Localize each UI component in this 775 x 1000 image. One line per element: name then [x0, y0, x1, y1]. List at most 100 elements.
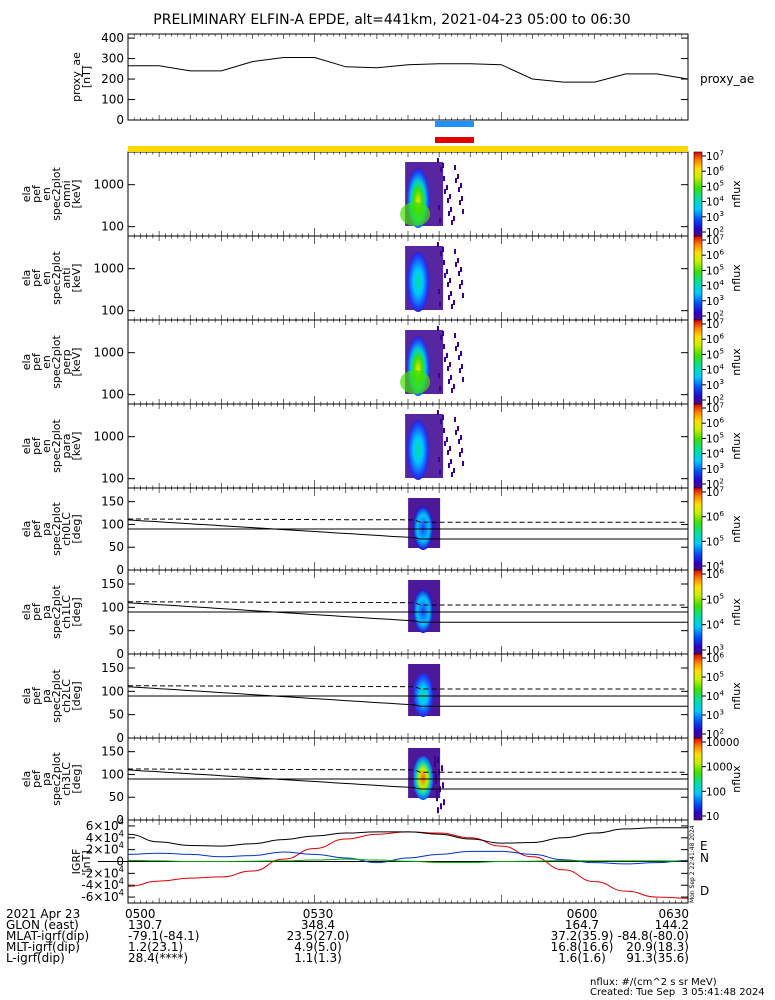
noise-speckle — [450, 207, 452, 212]
colorbar-tick-label: 106 — [706, 566, 724, 581]
colorbar-tick-label: 107 — [706, 400, 724, 415]
noise-speckle — [458, 355, 460, 360]
noise-speckle — [453, 384, 455, 389]
y-tick-label: 100 — [101, 304, 124, 318]
y-axis-label: [keV] — [70, 348, 83, 377]
y-axis-label: pef — [30, 686, 43, 705]
y-axis-label: [keV] — [70, 264, 83, 293]
y-axis-label: spec2plot — [50, 752, 63, 806]
panel-ch2: 102 103 104 105 106 nflux 0 50 100 150 elapefpaspe… — [20, 650, 743, 745]
noise-speckle — [453, 300, 455, 305]
y-tick-label: 100 — [101, 767, 124, 781]
colorbar-tick-label: 105 — [706, 592, 724, 607]
y-axis-label: en — [40, 355, 53, 369]
noise-speckle — [454, 249, 456, 254]
pa-core — [413, 506, 434, 551]
panel-ch0: 104 105 106 107 nflux 0 50 100 150 elapefpaspec2p… — [20, 484, 743, 577]
y-axis-label: en — [40, 187, 53, 201]
y-axis-label: ela — [20, 521, 33, 538]
noise-speckle — [447, 198, 449, 203]
noise-speckle — [461, 448, 463, 453]
panel-igrf: EN D Mon Sep 2 22:41:48 2024 -6×104-4×104-2… — [70, 817, 709, 905]
noise-speckle — [449, 278, 451, 283]
footer-value: 1.1(1.3) — [294, 951, 342, 965]
noise-speckle — [434, 756, 436, 763]
y-tick-label: 1000 — [93, 430, 124, 444]
footer-value: 20.9(18.3) — [626, 940, 689, 954]
legend-N: N — [700, 851, 709, 865]
colorbar-tick-label: 105 — [706, 431, 724, 446]
legend-D: D — [700, 884, 709, 898]
footer-value: 28.4(****) — [128, 951, 189, 965]
y-tick-label: 4×104 — [86, 828, 124, 844]
colorbar-ramp — [693, 151, 703, 237]
noise-speckle — [448, 379, 450, 384]
colorbar-ramp — [693, 653, 703, 739]
noise-speckle — [444, 273, 446, 278]
footer-row-label: L-igrf(dip) — [6, 951, 65, 965]
panel-frame — [127, 33, 689, 121]
noise-speckle — [449, 194, 451, 199]
footer-value: 37.2(35.9) — [550, 929, 614, 943]
colorbar-tick-label: 104 — [706, 446, 724, 461]
noise-speckle — [454, 165, 456, 170]
y-axis-label: pa — [40, 522, 53, 536]
noise-speckle — [436, 795, 438, 802]
y-axis-label: ch2LC — [60, 679, 73, 713]
y-tick-label: -2×104 — [81, 864, 124, 880]
y-axis-label: pef — [30, 769, 43, 788]
y-tick-label: 2×104 — [86, 840, 124, 856]
colorbar-tick-label: 10 — [706, 811, 719, 823]
colorbar-label: nflux — [730, 180, 743, 208]
y-axis-label: ela — [20, 438, 33, 455]
footer-value: 1.2(23.1) — [128, 940, 184, 954]
series-legend-proxy-ae: proxy_ae — [700, 72, 754, 86]
y-tick-label: 200 — [101, 72, 124, 86]
y-axis-label: perp — [60, 349, 73, 374]
noise-speckle — [444, 189, 446, 194]
panel-ch1: 103 104 105 106 nflux 0 50 100 150 elapefpaspec2p… — [20, 566, 743, 661]
noise-speckle — [450, 375, 452, 380]
y-tick-label: 0 — [116, 113, 124, 127]
colorbar-ramp — [693, 319, 703, 405]
noise-speckle — [461, 280, 463, 285]
noise-speckle — [447, 282, 449, 287]
noise-speckle — [458, 439, 460, 444]
y-tick-label: 50 — [109, 708, 124, 722]
colorbar-tick-label: 106 — [706, 415, 724, 430]
colorbar-label: nflux — [730, 682, 743, 710]
noise-speckle — [451, 388, 453, 393]
noise-speckle — [462, 293, 464, 298]
y-tick-label: -4×104 — [81, 876, 124, 892]
y-tick-label: 100 — [101, 93, 124, 107]
colorbar-tick-label: 106 — [706, 247, 724, 262]
footer-value: 23.5(27.0) — [286, 929, 350, 943]
colorbar-tick-label: 104 — [706, 617, 724, 632]
y-tick-label: 6×104 — [86, 817, 124, 833]
noise-speckle — [450, 291, 452, 296]
y-tick-label: -6×104 — [81, 888, 124, 904]
noise-speckle — [462, 209, 464, 214]
noise-speckle — [458, 187, 460, 192]
y-axis-label: spec2plot — [50, 167, 63, 221]
y-axis-label: pa — [40, 689, 53, 703]
y-axis-label: spec2plot — [50, 419, 63, 473]
noise-speckle — [446, 185, 448, 190]
noise-speckle — [460, 183, 462, 188]
y-axis-label: pef — [30, 602, 43, 621]
y-tick-label: 150 — [101, 577, 124, 591]
colorbar-tick-label: 103 — [706, 461, 724, 476]
y-axis-label: pef — [30, 519, 43, 538]
anti-loss-cone-line — [127, 601, 688, 606]
colorbar-label: nflux — [730, 515, 743, 543]
noise-speckle — [446, 437, 448, 442]
noise-speckle — [447, 366, 449, 371]
y-axis-label: spec2plot — [50, 585, 63, 639]
units-note: nflux: #/(cm^2 s sr MeV) — [590, 977, 717, 988]
colorbar-tick-label: 102 — [706, 726, 724, 741]
pa-core — [413, 589, 434, 634]
colorbar-tick-label: 105 — [706, 347, 724, 362]
